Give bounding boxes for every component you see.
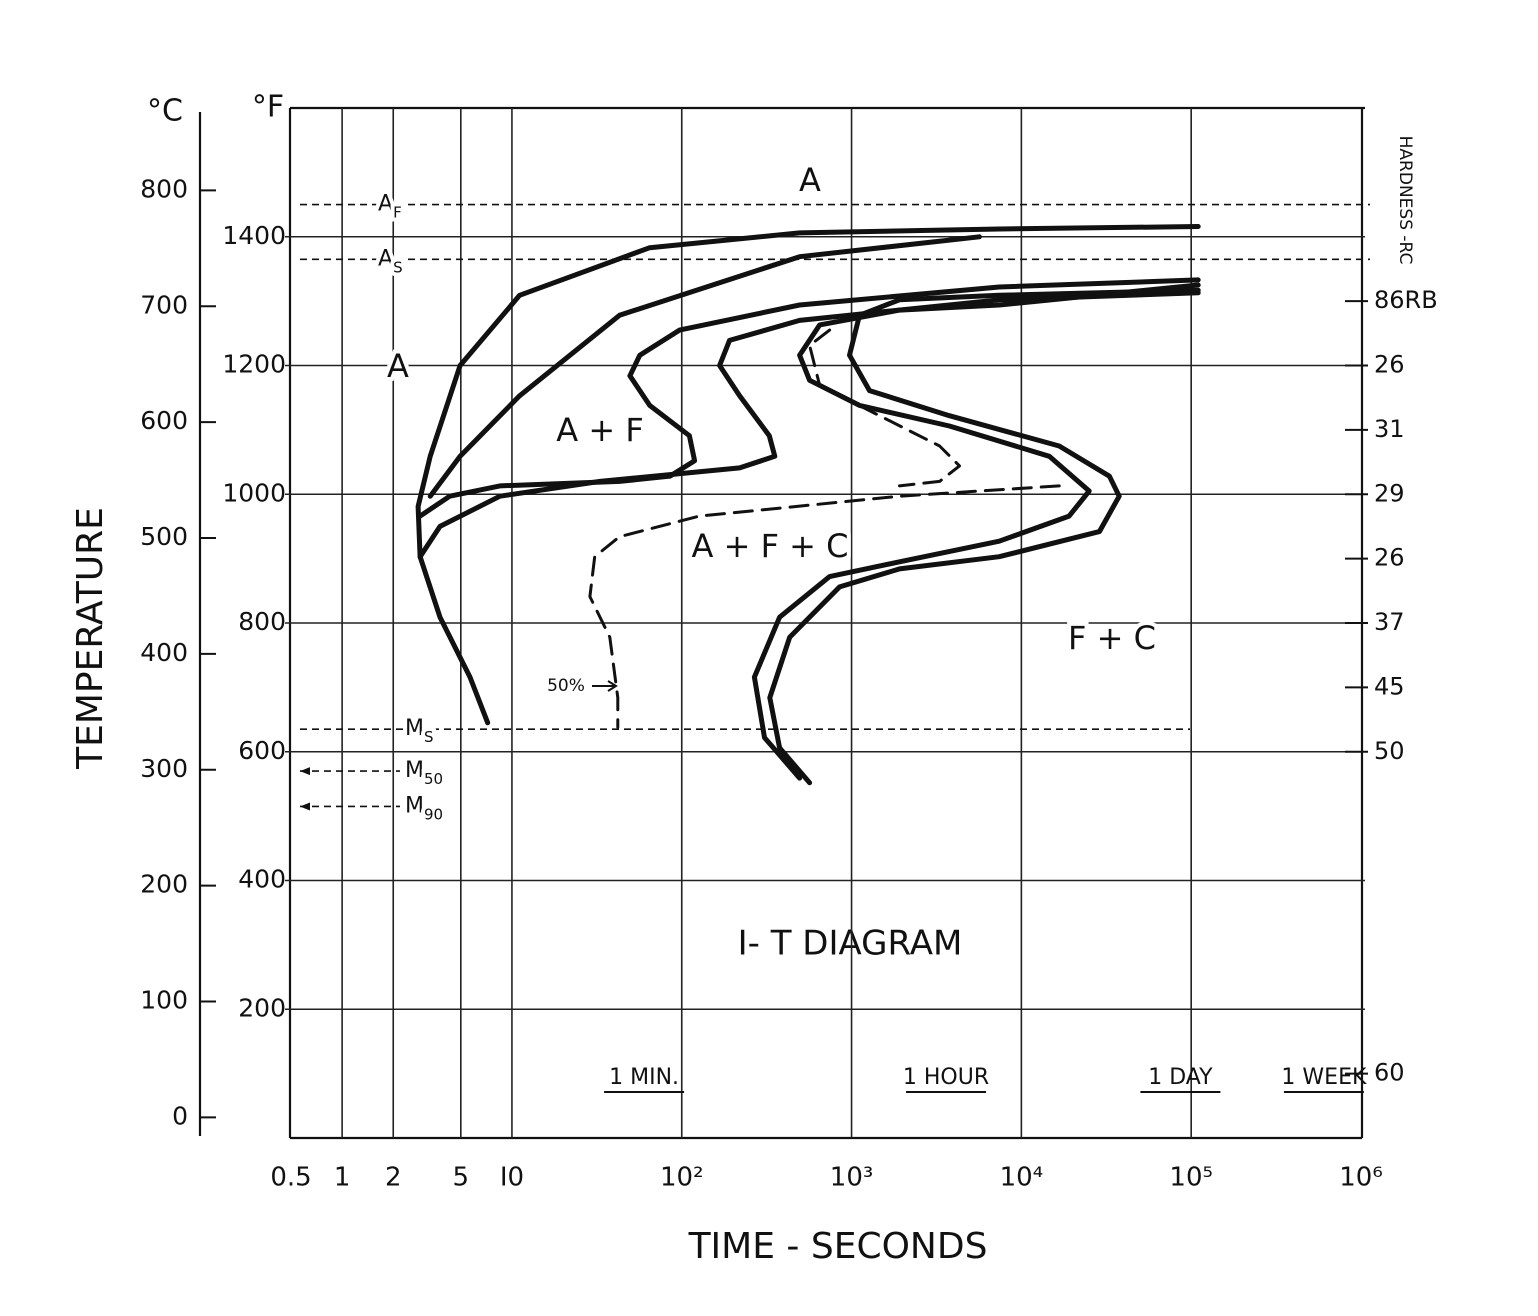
hardness-label: 26	[1374, 351, 1405, 379]
x-tick-label: 10⁴	[1000, 1163, 1044, 1193]
curve	[415, 224, 1201, 726]
critical-label: M50	[405, 758, 443, 788]
chart-title: I- T DIAGRAM	[738, 924, 963, 964]
region-label: A	[799, 161, 821, 199]
y2-tick-label: 700	[140, 290, 188, 319]
y-tick-label: 800	[238, 607, 286, 636]
curve	[417, 277, 1201, 519]
y2-tick-label: 600	[140, 406, 188, 435]
curve	[588, 328, 1061, 729]
curve	[767, 287, 1201, 786]
critical-subscript: 50	[424, 770, 443, 788]
time-mark-label: 1 MIN.	[609, 1065, 679, 1090]
region-label: A + F	[556, 411, 643, 449]
time-mark-label: 1 DAY	[1148, 1065, 1213, 1090]
curve	[427, 234, 982, 499]
x-tick-label: 1	[334, 1163, 351, 1193]
region-label: A + F + C	[692, 527, 849, 565]
x-tick-label: 10⁵	[1169, 1163, 1213, 1193]
critical-symbol: A	[378, 246, 393, 271]
critical-arrow	[300, 767, 310, 776]
critical-label: AS	[378, 246, 403, 276]
curve	[751, 282, 1201, 781]
critical-label: MS	[405, 716, 434, 746]
critical-symbol: M	[405, 758, 424, 783]
annotation-arrow	[592, 680, 618, 692]
hardness-label: 37	[1374, 608, 1405, 636]
critical-label: M90	[405, 793, 443, 823]
x-tick-label: 2	[385, 1163, 402, 1193]
critical-subscript: S	[424, 728, 434, 746]
hardness-label: 50	[1374, 737, 1405, 765]
x-tick-label: 10³	[830, 1163, 874, 1193]
y2-tick-label: 100	[140, 986, 188, 1015]
y-tick-label: 1200	[222, 350, 286, 379]
y-tick-label: 400	[238, 865, 286, 894]
hardness-label: 45	[1374, 672, 1405, 700]
y-tick-label: 200	[238, 993, 286, 1022]
time-mark-label: 1 HOUR	[903, 1065, 989, 1090]
critical-label: AF	[378, 192, 402, 222]
hardness-label: 29	[1374, 479, 1405, 507]
critical-symbol: M	[405, 716, 424, 741]
hardness-label: 60	[1374, 1059, 1405, 1087]
region-label: A	[387, 347, 409, 385]
critical-subscript: S	[393, 258, 403, 276]
y-axis-title: TEMPERATURE	[70, 507, 111, 770]
x-axis-title: TIME - SECONDS	[688, 1226, 988, 1267]
y2-unit: °C	[147, 94, 183, 129]
y2-tick-label: 400	[140, 638, 188, 667]
y2-tick-label: 500	[140, 522, 188, 551]
hardness-label: 86RB	[1374, 286, 1438, 314]
critical-symbol: M	[405, 793, 424, 818]
time-mark-label: 1 WEEK	[1281, 1065, 1367, 1090]
y-tick-label: 600	[238, 736, 286, 765]
critical-arrow	[300, 802, 310, 811]
y2-tick-label: 0	[172, 1101, 188, 1130]
y-tick-label: 1400	[222, 221, 286, 250]
y2-tick-label: 800	[140, 174, 188, 203]
annotation: 50%	[547, 676, 585, 696]
hardness-label: 31	[1374, 415, 1405, 443]
region-label: F + C	[1068, 619, 1156, 657]
hardness-title: HARDNESS -RC	[1395, 136, 1415, 265]
critical-subscript: 90	[424, 805, 443, 823]
y-unit: °F	[252, 90, 284, 125]
x-tick-label: 10⁶	[1339, 1163, 1383, 1193]
x-tick-label: I0	[500, 1163, 524, 1193]
x-tick-label: 5	[453, 1163, 470, 1193]
y2-tick-label: 200	[140, 870, 188, 899]
critical-symbol: A	[378, 192, 393, 217]
hardness-label: 26	[1374, 544, 1405, 572]
x-tick-label: 0.5	[270, 1163, 311, 1193]
curve	[417, 290, 1201, 560]
critical-subscript: F	[393, 203, 402, 221]
x-tick-label: 10²	[660, 1163, 704, 1193]
y-tick-label: 1000	[222, 478, 286, 507]
y2-tick-label: 300	[140, 754, 188, 783]
